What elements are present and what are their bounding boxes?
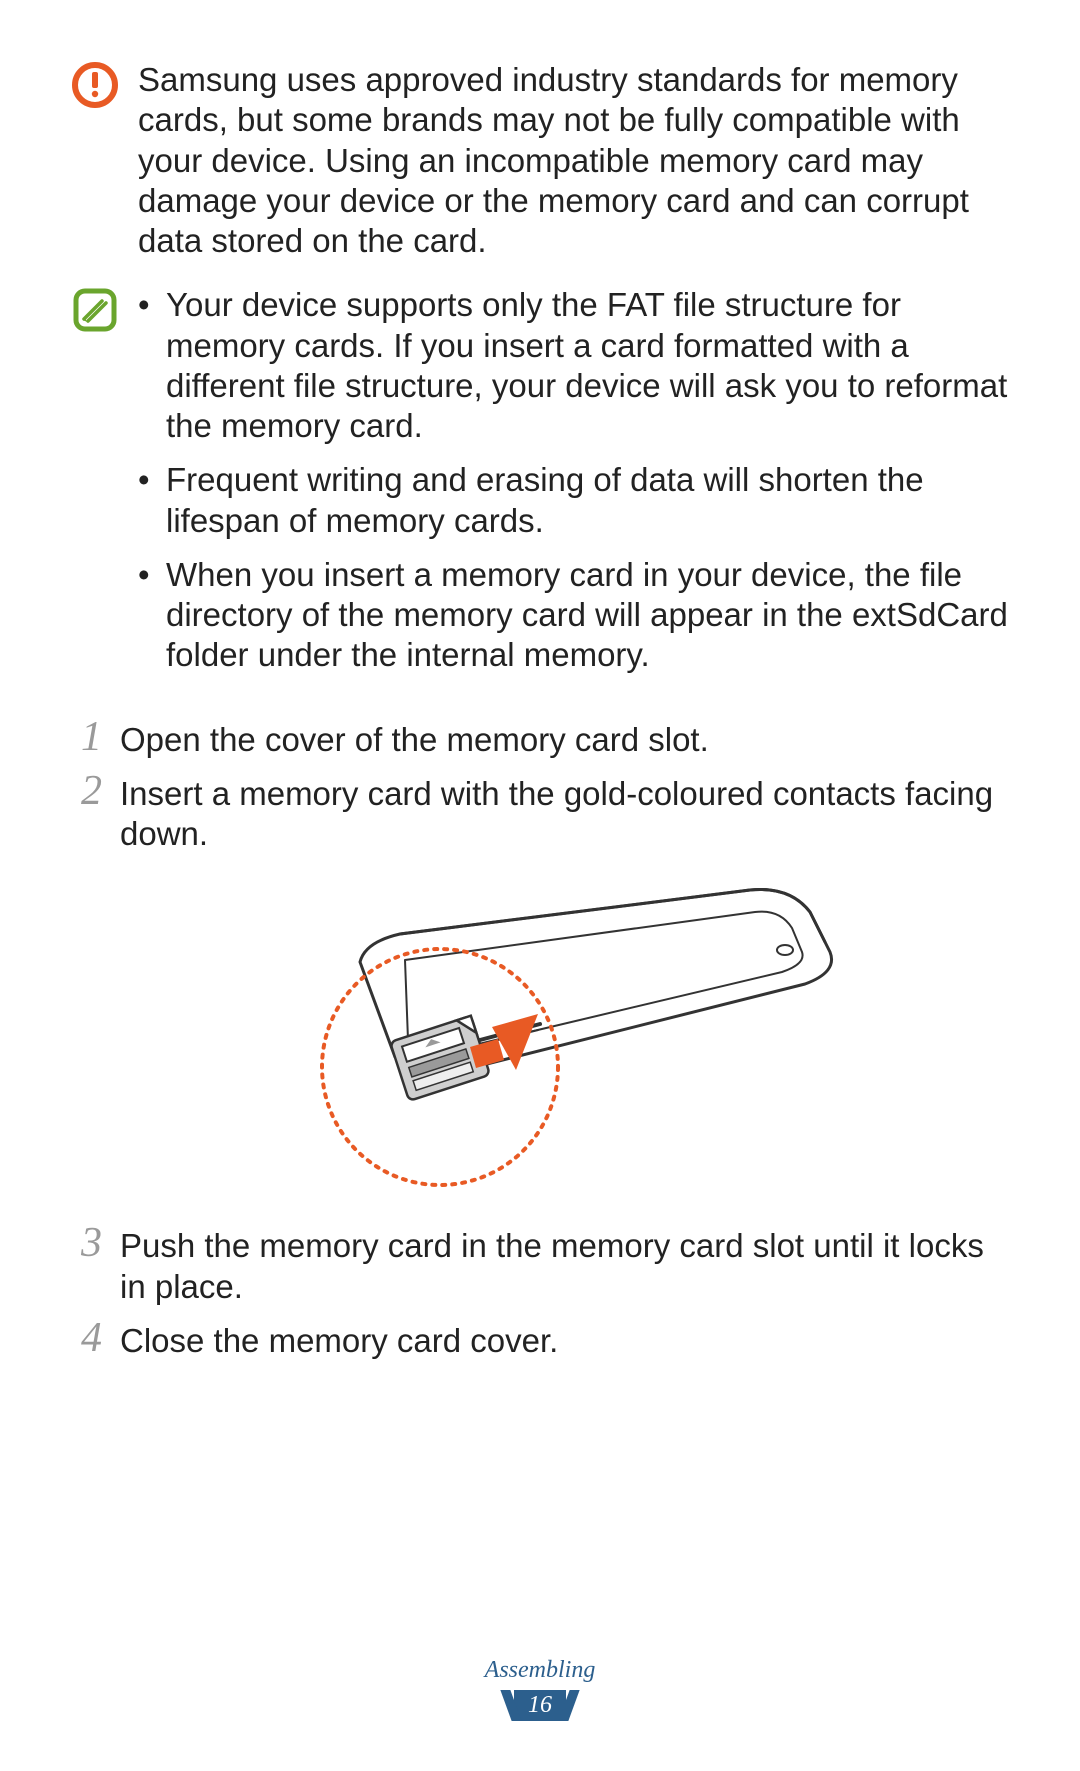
step-list-continued: 3 Push the memory card in the memory car…: [70, 1222, 1010, 1361]
warning-icon: [70, 60, 120, 115]
footer-page-number: 16: [514, 1690, 566, 1721]
step-item: 4 Close the memory card cover.: [70, 1317, 1010, 1361]
step-number: 2: [70, 770, 102, 812]
step-item: 3 Push the memory card in the memory car…: [70, 1222, 1010, 1307]
note-callout: Your device supports only the FAT file s…: [70, 285, 1010, 689]
note-bullet: Frequent writing and erasing of data wil…: [138, 460, 1010, 541]
step-list: 1 Open the cover of the memory card slot…: [70, 716, 1010, 855]
page-footer: Assembling 16: [0, 1657, 1080, 1721]
step-text: Push the memory card in the memory card …: [120, 1222, 1010, 1307]
footer-section-title: Assembling: [0, 1657, 1080, 1684]
note-bullet: Your device supports only the FAT file s…: [138, 285, 1010, 446]
step-text: Open the cover of the memory card slot.: [120, 716, 709, 760]
note-body: Your device supports only the FAT file s…: [138, 285, 1010, 689]
step-number: 1: [70, 716, 102, 758]
warning-text: Samsung uses approved industry standards…: [138, 60, 1010, 261]
step-text: Close the memory card cover.: [120, 1317, 558, 1361]
step-number: 3: [70, 1222, 102, 1264]
step-number: 4: [70, 1317, 102, 1359]
step-text: Insert a memory card with the gold-colou…: [120, 770, 1010, 855]
note-bullet: When you insert a memory card in your de…: [138, 555, 1010, 676]
note-bullet-list: Your device supports only the FAT file s…: [138, 285, 1010, 675]
step-item: 2 Insert a memory card with the gold-col…: [70, 770, 1010, 855]
warning-callout: Samsung uses approved industry standards…: [70, 60, 1010, 261]
step-item: 1 Open the cover of the memory card slot…: [70, 716, 1010, 760]
insert-card-illustration: [70, 872, 1010, 1192]
manual-page: Samsung uses approved industry standards…: [0, 0, 1080, 1361]
note-icon: [70, 285, 120, 340]
